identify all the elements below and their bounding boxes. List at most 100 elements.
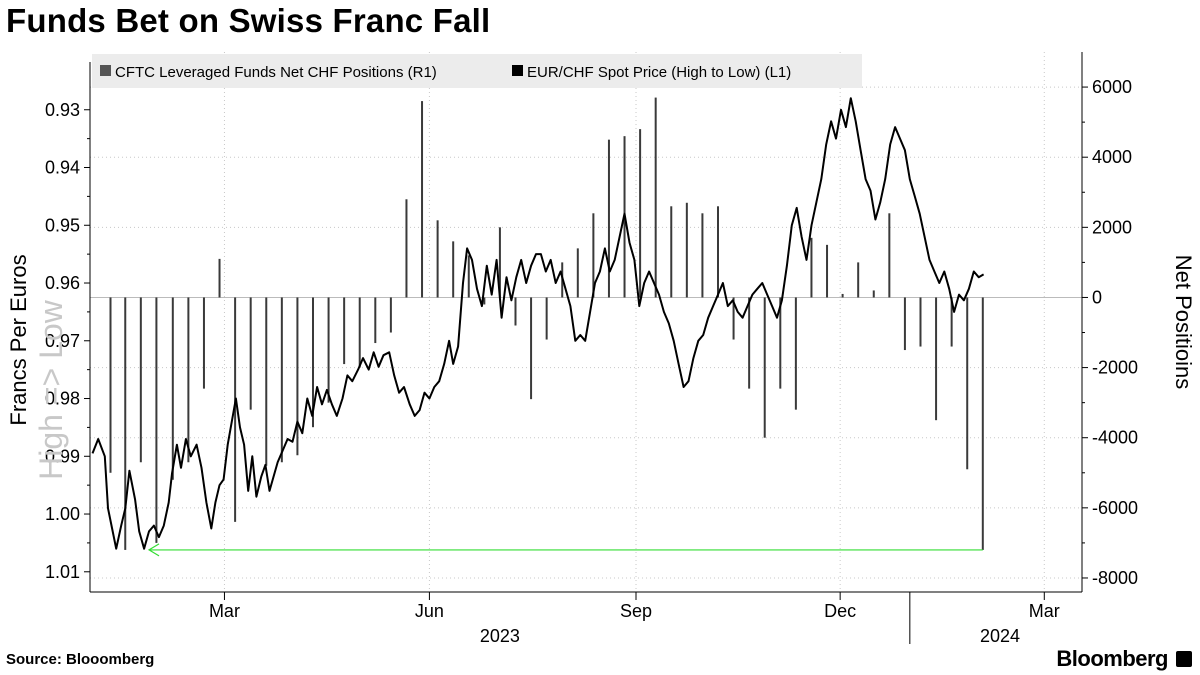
left-tick-label: 1.01 bbox=[45, 562, 80, 582]
bar bbox=[981, 297, 984, 550]
bar-series bbox=[109, 97, 984, 550]
bar bbox=[748, 297, 751, 389]
bar bbox=[389, 297, 392, 333]
bar bbox=[155, 297, 158, 543]
bar bbox=[966, 297, 969, 470]
line-series bbox=[91, 97, 985, 550]
bar bbox=[872, 290, 875, 298]
bar bbox=[124, 297, 127, 550]
bar bbox=[732, 297, 735, 340]
right-tick-label: -4000 bbox=[1092, 428, 1138, 448]
left-tick-label: 0.97 bbox=[45, 331, 80, 351]
left-tick-label: 0.99 bbox=[45, 446, 80, 466]
bar bbox=[685, 202, 688, 298]
left-tick-label: 0.93 bbox=[45, 100, 80, 120]
bar bbox=[841, 293, 844, 298]
bar bbox=[467, 255, 470, 298]
year-label: 2024 bbox=[980, 626, 1020, 646]
right-tick-label: -8000 bbox=[1092, 568, 1138, 588]
bar bbox=[139, 297, 142, 463]
x-tick-label: Jun bbox=[415, 601, 444, 621]
bar bbox=[919, 297, 922, 347]
bar bbox=[794, 297, 797, 410]
bar bbox=[592, 213, 595, 298]
bar bbox=[514, 297, 517, 326]
bar bbox=[249, 297, 252, 410]
x-tick-label: Dec bbox=[824, 601, 856, 621]
bar bbox=[826, 244, 829, 298]
bar bbox=[343, 297, 346, 365]
year-label: 2023 bbox=[480, 626, 520, 646]
source-note: Source: Blooomberg bbox=[6, 651, 155, 668]
bar bbox=[857, 262, 860, 298]
legend-label-positions: CFTC Leveraged Funds Net CHF Positions (… bbox=[115, 64, 437, 81]
bar bbox=[296, 297, 299, 456]
right-tick-label: 6000 bbox=[1092, 77, 1132, 97]
bar bbox=[903, 297, 906, 351]
left-tick-label: 0.94 bbox=[45, 158, 80, 178]
bar bbox=[670, 206, 673, 298]
bar bbox=[779, 297, 782, 389]
x-tick-label: Mar bbox=[209, 601, 240, 621]
left-axis-title: Francs Per Euros bbox=[6, 254, 31, 425]
bar bbox=[171, 297, 174, 480]
bar bbox=[607, 139, 610, 298]
bar bbox=[436, 220, 439, 298]
bar bbox=[576, 248, 579, 298]
legend-box bbox=[92, 54, 862, 88]
bar bbox=[421, 101, 424, 298]
left-tick-label: 0.98 bbox=[45, 389, 80, 409]
bloomberg-terminal-icon bbox=[1176, 651, 1192, 667]
bar bbox=[654, 97, 657, 298]
bar bbox=[280, 297, 283, 463]
left-tick-label: 0.95 bbox=[45, 215, 80, 235]
x-tick-label: Sep bbox=[620, 601, 652, 621]
bar bbox=[327, 297, 330, 403]
bar bbox=[639, 129, 642, 298]
right-tick-label: 4000 bbox=[1092, 147, 1132, 167]
bar bbox=[405, 199, 408, 298]
bar bbox=[265, 297, 268, 466]
bar bbox=[763, 297, 766, 438]
axes: 0.93 0.94 0.95 0.96 0.97 0.98 0.99 1.00 1.01 6000… bbox=[6, 52, 1196, 646]
bar bbox=[452, 241, 455, 298]
bar bbox=[234, 297, 237, 522]
left-axis-watermark: High => Low bbox=[33, 299, 69, 480]
bar bbox=[701, 213, 704, 298]
brand-logo: Bloomberg bbox=[1056, 646, 1168, 671]
bar bbox=[109, 297, 112, 473]
legend: CFTC Leveraged Funds Net CHF Positions (… bbox=[92, 54, 862, 88]
bar bbox=[218, 258, 221, 298]
right-tick-label: -6000 bbox=[1092, 498, 1138, 518]
right-tick-label: -2000 bbox=[1092, 358, 1138, 378]
right-tick-label: 2000 bbox=[1092, 217, 1132, 237]
bar bbox=[545, 297, 548, 340]
legend-label-price: EUR/CHF Spot Price (High to Low) (L1) bbox=[527, 64, 791, 81]
right-axis-title: Net Positioins bbox=[1171, 255, 1196, 390]
bar bbox=[358, 297, 361, 368]
bar bbox=[888, 213, 891, 298]
price-line bbox=[91, 97, 985, 550]
bar bbox=[374, 297, 377, 344]
bar bbox=[950, 297, 953, 347]
left-tick-label: 0.96 bbox=[45, 273, 80, 293]
legend-swatch-price bbox=[512, 65, 523, 76]
bar bbox=[483, 297, 486, 305]
arrow-head bbox=[147, 543, 160, 557]
bar bbox=[810, 237, 813, 298]
right-tick-label: 0 bbox=[1092, 287, 1102, 307]
chart-title: Funds Bet on Swiss Franc Fall bbox=[6, 2, 491, 39]
left-tick-label: 1.00 bbox=[45, 504, 80, 524]
bar bbox=[311, 297, 314, 428]
bar bbox=[187, 297, 190, 463]
bar bbox=[498, 227, 501, 298]
annotation-layer bbox=[147, 543, 983, 557]
bar bbox=[202, 297, 205, 389]
bar bbox=[530, 297, 533, 400]
bar bbox=[716, 206, 719, 298]
bar bbox=[935, 297, 938, 421]
grid-lines bbox=[90, 52, 1082, 592]
x-tick-label: Mar bbox=[1029, 601, 1060, 621]
legend-swatch-positions bbox=[100, 65, 111, 76]
